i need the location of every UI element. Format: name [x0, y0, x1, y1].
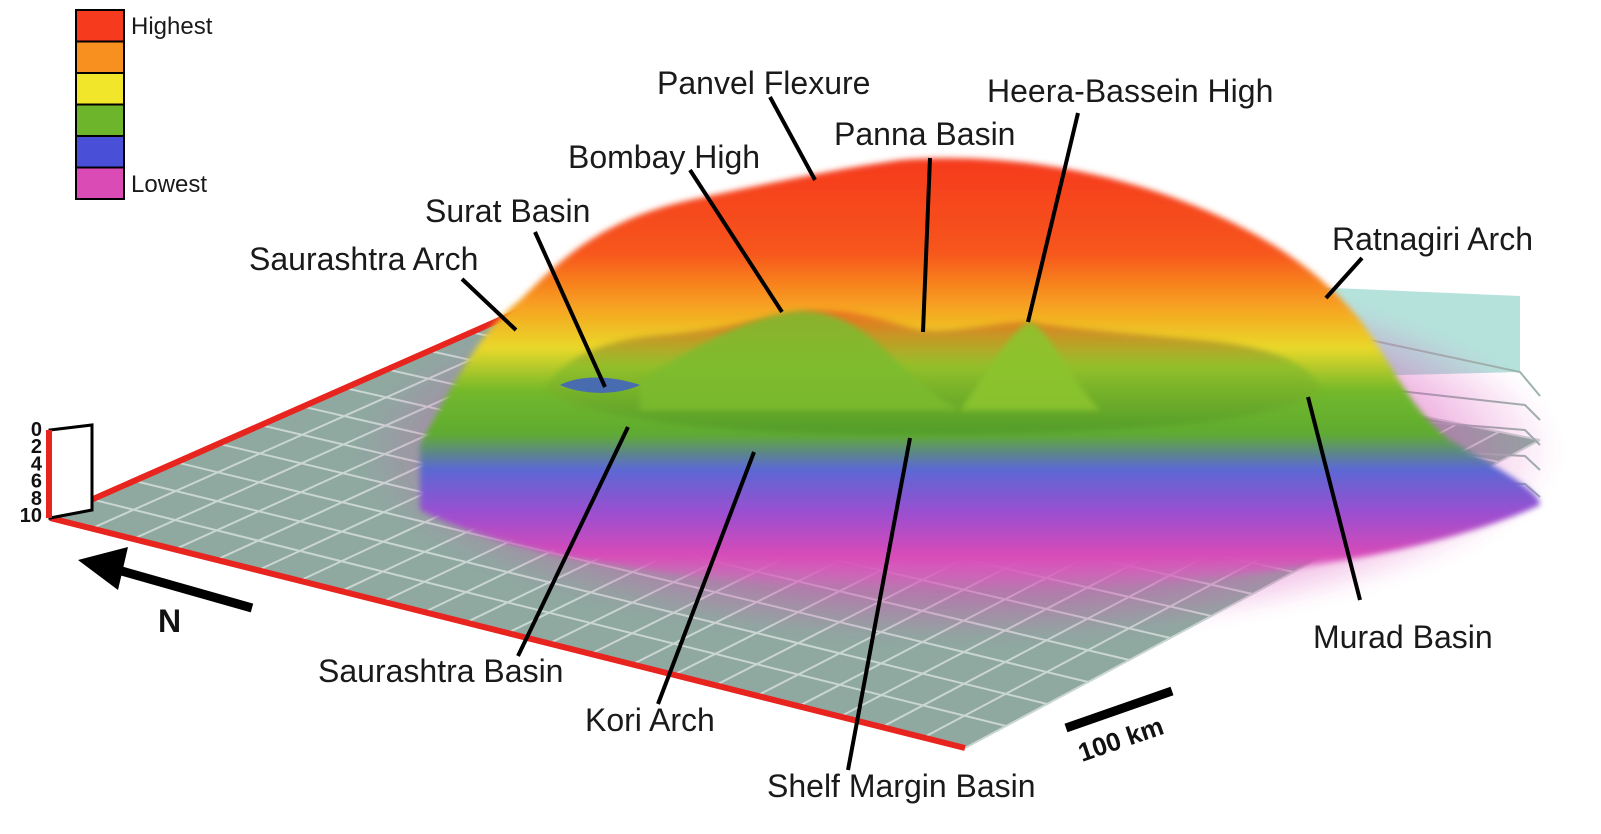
leader-lines	[460, 96, 1364, 771]
depth-tick-2: 2	[31, 436, 42, 458]
depth-axis-bar	[46, 430, 52, 518]
label-surat-basin: Surat Basin	[425, 193, 590, 229]
label-shelf-margin-basin: Shelf Margin Basin	[767, 768, 1036, 804]
depth-axis-panel	[48, 423, 94, 520]
label-ratnagiri-arch: Ratnagiri Arch	[1332, 221, 1533, 257]
label-panna-basin: Panna Basin	[834, 116, 1015, 152]
bombay-high-ridge	[640, 311, 960, 410]
leader-surat-basin	[533, 231, 607, 388]
leader-murad-basin	[1306, 396, 1362, 601]
leader-saurashtra-arch	[460, 277, 518, 332]
legend-swatch-3	[75, 72, 125, 106]
leader-shelf-margin-basin	[846, 437, 912, 771]
label-murad-basin: Murad Basin	[1313, 619, 1493, 655]
legend-low-label: Lowest	[131, 171, 207, 198]
depth-tick-0: 0	[31, 419, 42, 441]
legend-high-label: Highest	[131, 13, 213, 40]
label-bombay-high: Bombay High	[568, 139, 760, 175]
label-panvel-flexure: Panvel Flexure	[657, 65, 870, 101]
north-arrow: N	[78, 547, 254, 639]
leader-heera-bassein-high	[1026, 112, 1080, 323]
leader-panvel-flexure	[768, 96, 817, 181]
leader-saurashtra-basin	[516, 426, 630, 657]
leader-kori-arch	[656, 451, 756, 705]
front-left-edge	[49, 515, 966, 751]
label-saurashtra-arch: Saurashtra Arch	[249, 241, 478, 277]
leader-panna-basin	[921, 157, 932, 333]
legend-swatch-2	[75, 40, 125, 74]
north-label: N	[158, 603, 181, 639]
heera-bassein-peak	[960, 322, 1100, 410]
leader-ratnagiri-arch	[1324, 256, 1364, 300]
grid-line-v	[91, 498, 1007, 727]
leader-bombay-high	[688, 168, 784, 314]
legend-swatch-6	[75, 166, 125, 200]
legend-swatch-4	[75, 103, 125, 137]
surat-basin-depression	[560, 377, 640, 393]
depth-tick-4: 4	[31, 453, 43, 475]
scale-bar: 100 km	[1064, 686, 1174, 768]
legend-swatch-1	[75, 9, 125, 43]
depth-tick-6: 6	[31, 471, 42, 493]
depth-tick-8: 8	[31, 488, 42, 510]
label-kori-arch: Kori Arch	[585, 702, 715, 738]
label-heera-bassein-high: Heera-Bassein High	[987, 73, 1273, 109]
label-saurashtra-basin: Saurashtra Basin	[318, 653, 563, 689]
depth-tick-10: 10	[20, 505, 42, 527]
legend-swatch-5	[75, 135, 125, 169]
legend: Highest Lowest	[75, 9, 213, 200]
